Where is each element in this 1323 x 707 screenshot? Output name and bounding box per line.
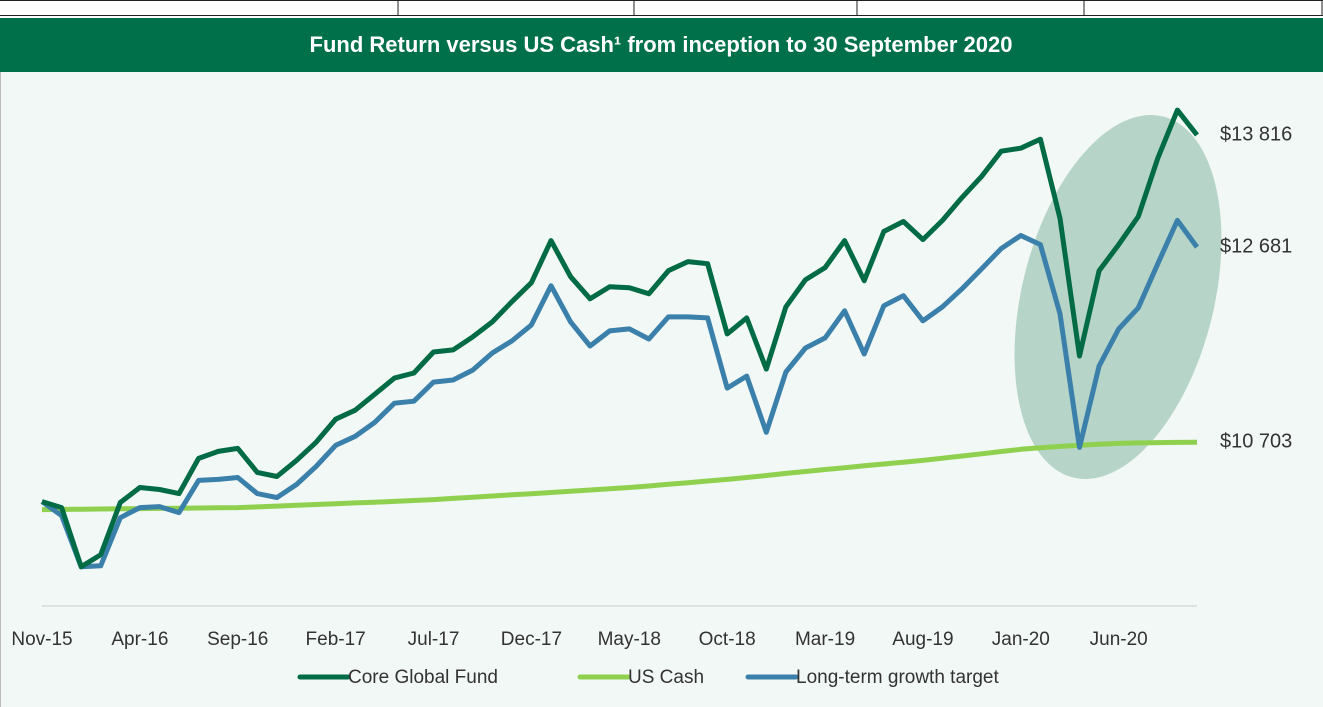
plot-background — [0, 72, 1323, 707]
x-tick-label: Jul-17 — [408, 629, 460, 650]
header-band — [0, 18, 1323, 72]
x-tick-label: Jan-20 — [992, 629, 1050, 650]
legend-label: Long-term growth target — [796, 667, 999, 688]
series-line — [40, 217, 1200, 570]
end-value-label: $12 681 — [1220, 235, 1292, 257]
x-tick-label: Aug-19 — [892, 629, 953, 650]
x-tick-label: Oct-18 — [699, 629, 756, 650]
x-tick-label: Dec-17 — [501, 629, 562, 650]
end-value-label: $10 703 — [1220, 431, 1292, 453]
x-tick-label: Feb-17 — [306, 629, 366, 650]
legend-label: Core Global Fund — [348, 667, 498, 688]
x-tick-label: Jun-20 — [1090, 629, 1148, 650]
x-tick-label: Sep-16 — [207, 629, 268, 650]
series-line — [41, 107, 1199, 570]
x-tick-label: Nov-15 — [11, 629, 72, 650]
legend-label: US Cash — [628, 667, 704, 688]
highlight-ellipse — [1014, 115, 1222, 479]
series-line — [41, 439, 1198, 513]
x-tick-label: Apr-16 — [111, 629, 168, 650]
x-tick-label: May-18 — [598, 629, 661, 650]
plot: Nov-15 Apr-16 Sep-16 Feb-17 Jul-17 Dec-17 May-… — [11, 107, 1292, 688]
chart-title: Fund Return versus US Cash¹ from incepti… — [310, 32, 1013, 57]
x-tick-label: Mar-19 — [795, 629, 855, 650]
end-value-label: $13 816 — [1220, 123, 1292, 145]
